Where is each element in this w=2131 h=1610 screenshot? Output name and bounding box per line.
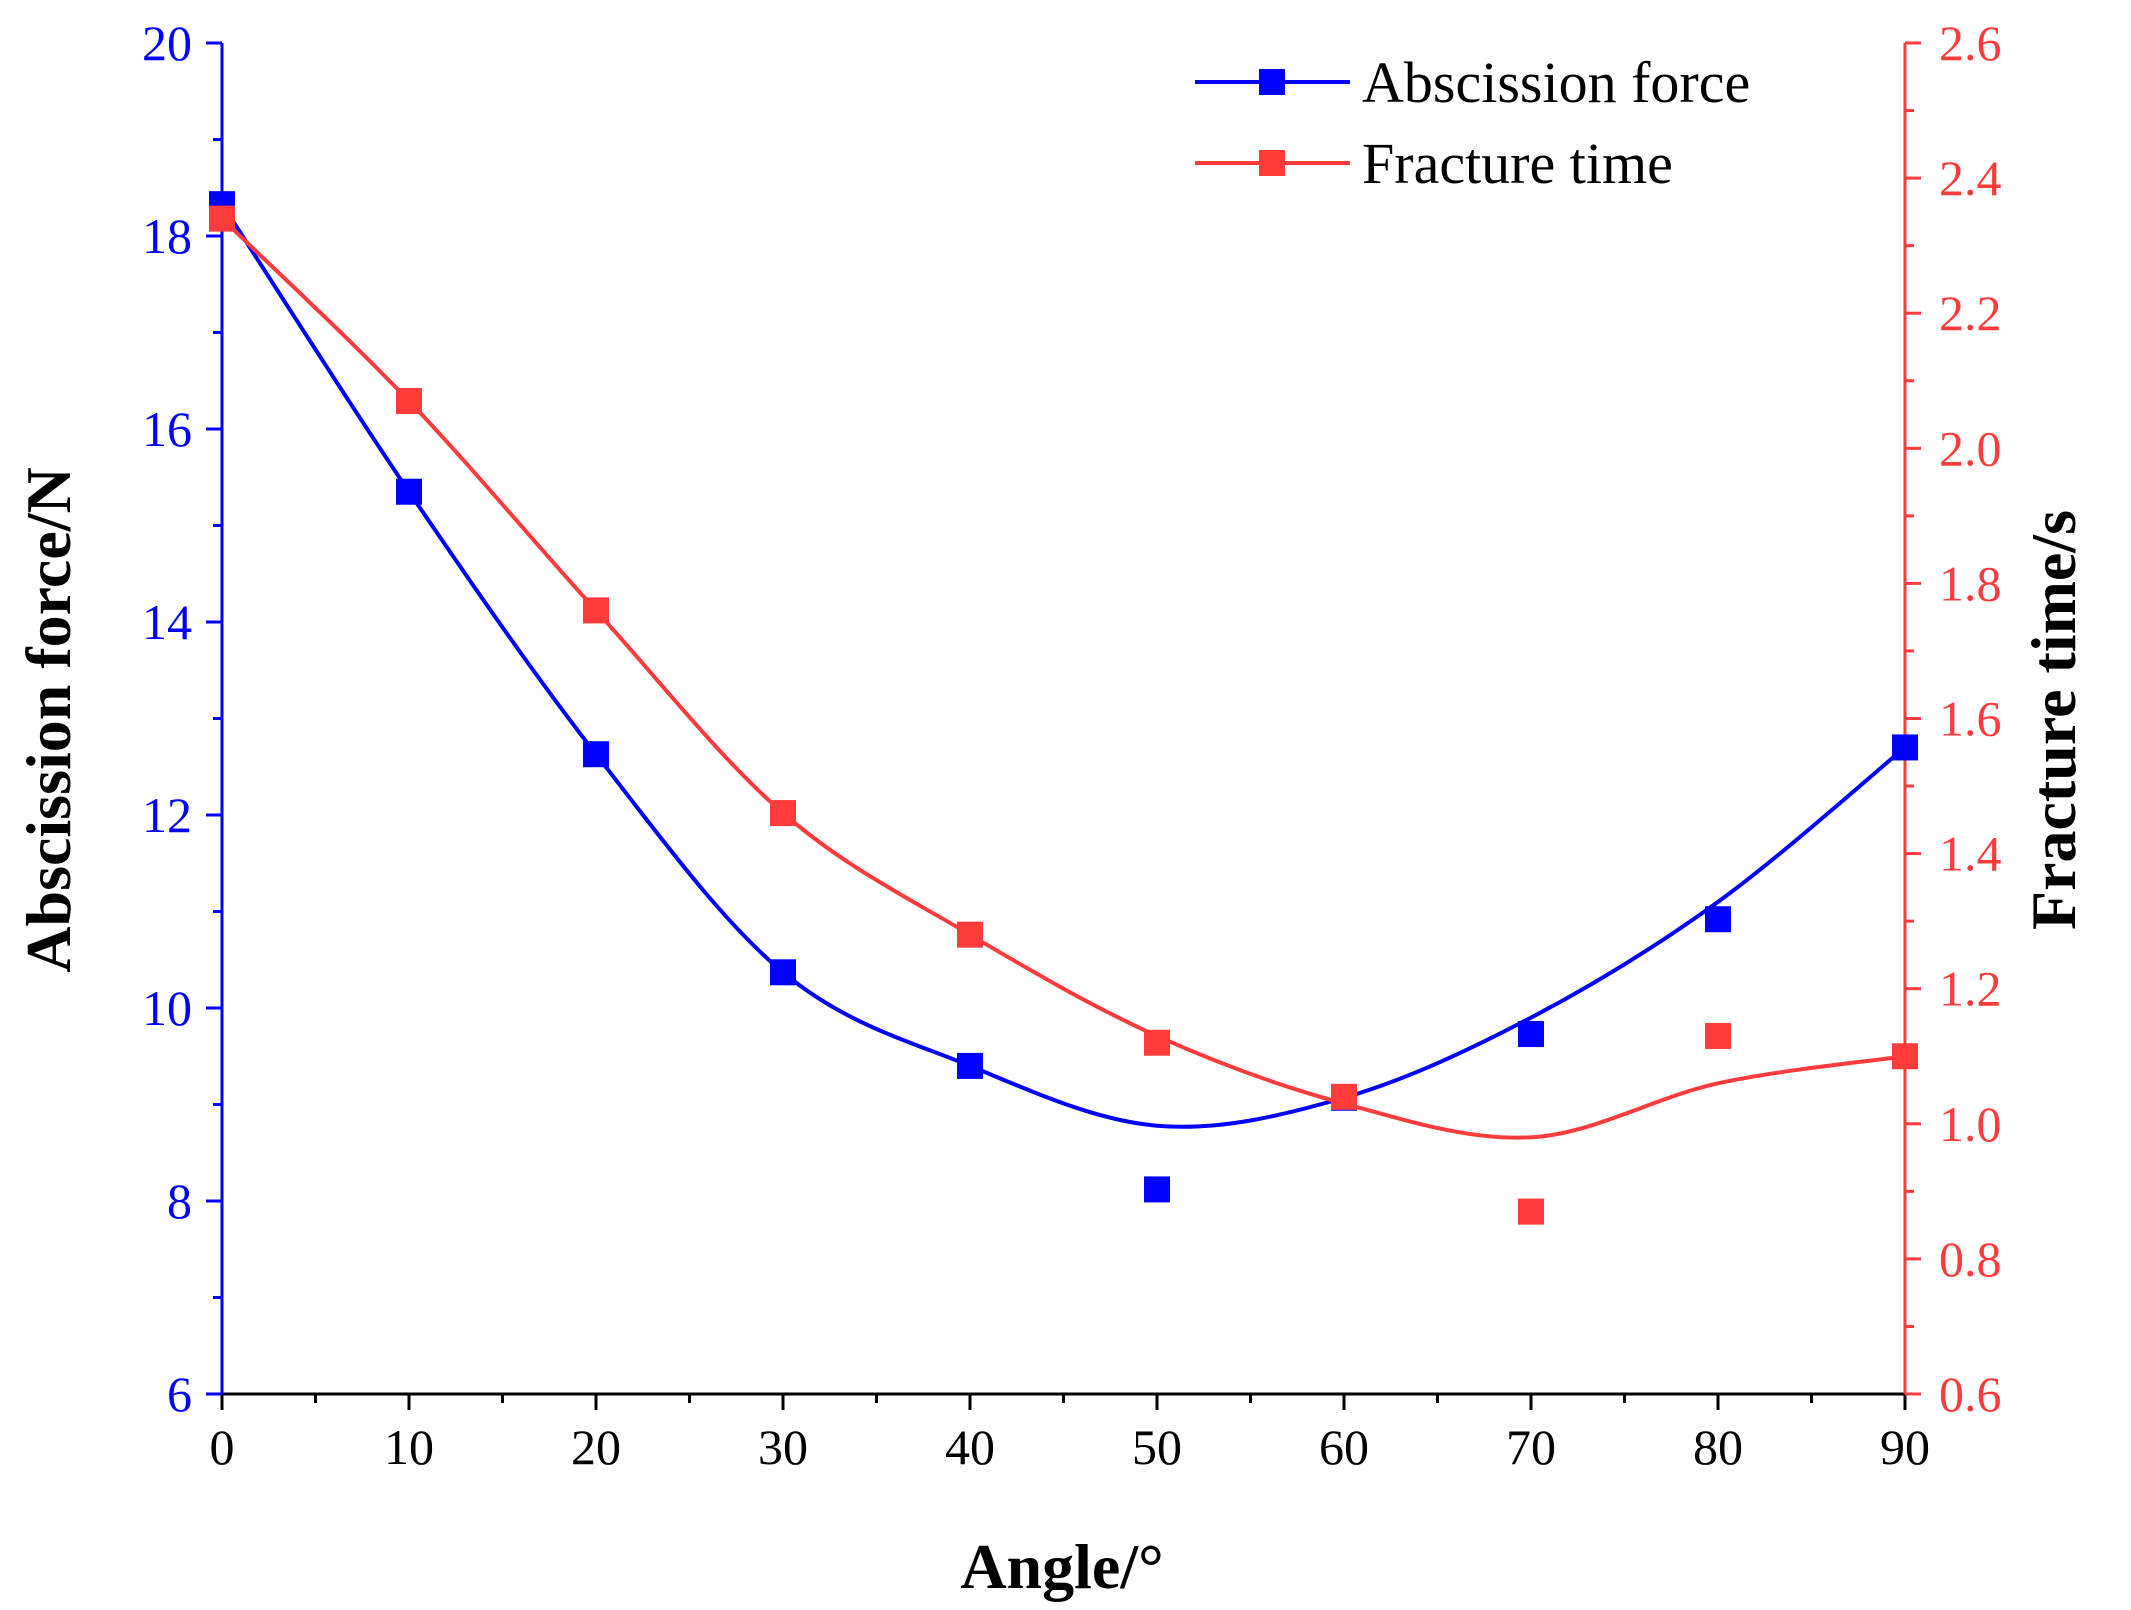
y-right-tick-label: 0.8 bbox=[1939, 1231, 2002, 1287]
x-tick-label: 80 bbox=[1693, 1419, 1743, 1475]
legend-marker-fracture-time bbox=[1259, 150, 1285, 176]
data-point-fracture-time bbox=[1892, 1043, 1918, 1070]
series-line-fracture-time bbox=[220, 217, 1906, 1140]
x-tick-label: 10 bbox=[384, 1419, 434, 1475]
y-left-tick-label: 16 bbox=[142, 401, 192, 457]
data-point-fracture-time bbox=[1705, 1022, 1731, 1049]
data-point-fracture-time bbox=[1144, 1029, 1170, 1056]
data-point-abscission-force bbox=[1518, 1021, 1544, 1048]
data-point-fracture-time bbox=[1518, 1198, 1544, 1225]
y-left-tick-label: 14 bbox=[142, 594, 192, 650]
y-right-tick-label: 0.6 bbox=[1939, 1366, 2002, 1422]
legend-item-abscission-force: Abscission force bbox=[1195, 50, 1750, 115]
x-tick-label: 20 bbox=[571, 1419, 621, 1475]
y-axis-left: 6 8 10 12 14 16 18 20 bbox=[142, 15, 224, 1422]
y-right-tick-label: 1.0 bbox=[1939, 1096, 2002, 1152]
y-axis-left-title: Abscission force/N bbox=[13, 467, 84, 972]
data-point-abscission-force bbox=[1144, 1176, 1170, 1203]
y-left-tick-label: 10 bbox=[142, 980, 192, 1036]
data-point-fracture-time bbox=[957, 921, 983, 948]
x-axis-title: Angle/° bbox=[960, 1531, 1163, 1602]
y-left-tick-label: 20 bbox=[142, 15, 192, 71]
data-point-fracture-time bbox=[396, 388, 422, 415]
x-tick-label: 30 bbox=[758, 1419, 808, 1475]
legend-label-abscission-force: Abscission force bbox=[1362, 50, 1750, 115]
series-layer bbox=[209, 191, 1918, 1225]
legend-label-fracture-time: Fracture time bbox=[1362, 131, 1673, 196]
y-axis-right: 0.6 0.8 1.0 1.2 1.4 1.6 1.8 2.0 2.2 2.4 2.6 bbox=[1903, 15, 2002, 1422]
data-point-abscission-force bbox=[770, 959, 796, 986]
x-tick-label: 70 bbox=[1506, 1419, 1556, 1475]
data-point-fracture-time bbox=[770, 800, 796, 827]
x-tick-label: 50 bbox=[1132, 1419, 1182, 1475]
y-right-tick-label: 2.4 bbox=[1939, 150, 2002, 206]
y-left-tick-label: 12 bbox=[142, 787, 192, 843]
data-point-abscission-force bbox=[957, 1052, 983, 1079]
series-line-abscission-force bbox=[220, 203, 1907, 1129]
y-left-tick-label: 6 bbox=[167, 1366, 192, 1422]
data-point-fracture-time bbox=[209, 205, 235, 232]
y-right-tick-label: 1.6 bbox=[1939, 691, 2002, 747]
y-right-tick-label: 2.0 bbox=[1939, 420, 2002, 476]
x-tick-label: 0 bbox=[210, 1419, 235, 1475]
y-left-tick-label: 18 bbox=[142, 208, 192, 264]
y-right-tick-label: 1.2 bbox=[1939, 961, 2002, 1017]
y-axis-right-title: Fracture time/s bbox=[2018, 510, 2089, 930]
x-tick-label: 40 bbox=[945, 1419, 995, 1475]
x-tick-label: 60 bbox=[1319, 1419, 1369, 1475]
data-point-abscission-force bbox=[396, 478, 422, 505]
data-point-fracture-time bbox=[583, 597, 609, 624]
legend: Abscission force Fracture time bbox=[1195, 50, 1750, 196]
data-point-abscission-force bbox=[1705, 906, 1731, 933]
y-right-tick-label: 2.2 bbox=[1939, 285, 2002, 341]
series-fracture-time bbox=[209, 205, 1918, 1225]
data-point-fracture-time bbox=[1331, 1083, 1357, 1110]
y-right-tick-label: 1.4 bbox=[1939, 826, 2002, 882]
legend-marker-abscission-force bbox=[1259, 69, 1285, 95]
x-axis: 0 10 20 30 40 50 60 70 80 90 bbox=[210, 1392, 1930, 1475]
x-tick-label: 90 bbox=[1880, 1419, 1930, 1475]
data-point-abscission-force bbox=[583, 741, 609, 768]
y-right-tick-label: 1.8 bbox=[1939, 555, 2002, 611]
legend-item-fracture-time: Fracture time bbox=[1195, 131, 1673, 196]
data-point-abscission-force bbox=[1892, 734, 1918, 761]
y-right-tick-label: 2.6 bbox=[1939, 15, 2002, 71]
y-left-tick-label: 8 bbox=[167, 1173, 192, 1229]
